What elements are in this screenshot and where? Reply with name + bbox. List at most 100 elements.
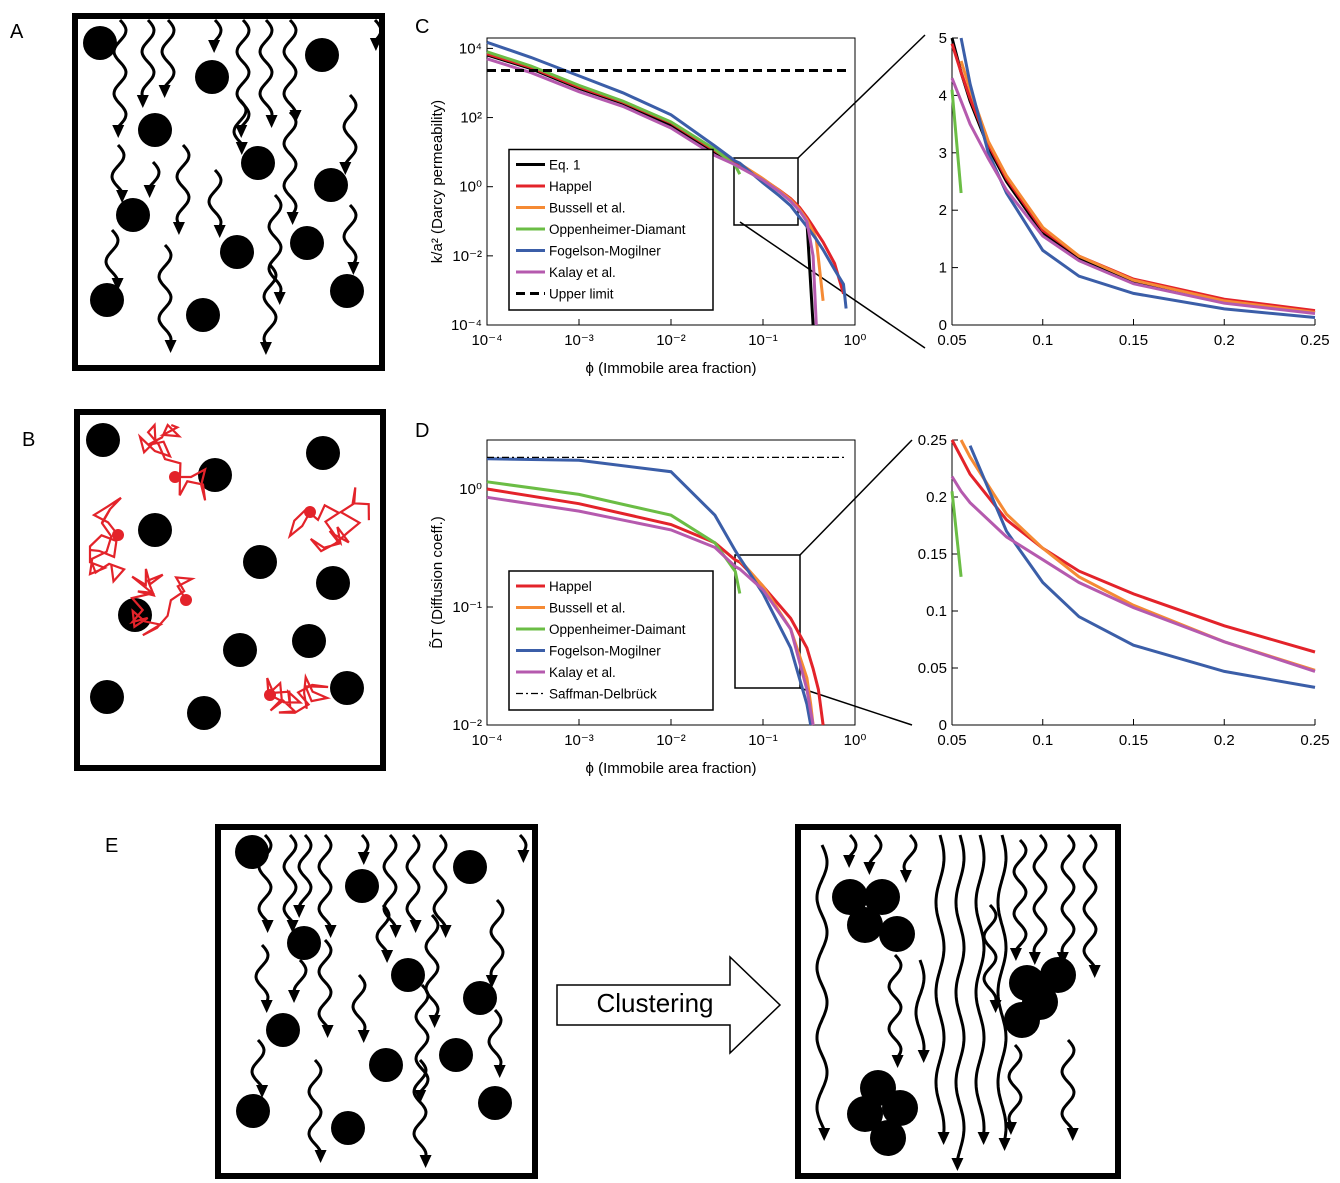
legend-label: Eq. 1 bbox=[549, 158, 581, 173]
panel-label: C bbox=[415, 16, 429, 38]
flow-line bbox=[902, 833, 918, 872]
flow-line bbox=[1007, 1043, 1023, 1124]
arrowhead bbox=[273, 292, 286, 305]
y-tick-label: 10⁰ bbox=[459, 481, 482, 498]
legend-label: Kalay et al. bbox=[549, 265, 616, 280]
obstacle bbox=[316, 566, 350, 600]
obstacle bbox=[369, 1048, 403, 1082]
arrowhead bbox=[235, 125, 248, 138]
flow-line bbox=[149, 160, 161, 187]
y-tick-label: 10⁴ bbox=[459, 40, 482, 57]
arrowhead bbox=[1009, 948, 1022, 961]
series-line bbox=[950, 89, 963, 194]
x-tick-label: 10⁻⁴ bbox=[471, 332, 502, 349]
arrowhead bbox=[314, 1150, 327, 1163]
x-tick-label: 0.1 bbox=[1032, 332, 1053, 349]
obstacle bbox=[314, 168, 348, 202]
flow-line bbox=[212, 18, 223, 44]
series-line bbox=[486, 40, 848, 309]
panel-label: A bbox=[10, 21, 24, 43]
obstacle bbox=[463, 981, 497, 1015]
arrowhead bbox=[288, 990, 301, 1003]
flow-line bbox=[1012, 838, 1028, 951]
arrowhead bbox=[389, 925, 402, 938]
x-tick-label: 10⁻¹ bbox=[748, 732, 778, 749]
flow-line bbox=[432, 833, 448, 928]
obstacle bbox=[266, 1013, 300, 1047]
flow-line bbox=[257, 833, 273, 923]
series-line bbox=[950, 475, 1316, 673]
arrowhead bbox=[164, 340, 177, 353]
arrowhead bbox=[339, 162, 352, 175]
y-tick-label: 10⁻² bbox=[452, 248, 482, 265]
obstacle bbox=[220, 235, 254, 269]
flow-line bbox=[110, 143, 126, 192]
legend-label: Oppenheimer-Diamant bbox=[549, 222, 686, 237]
flow-line bbox=[207, 168, 223, 227]
obstacle bbox=[847, 907, 883, 943]
obstacle bbox=[832, 879, 868, 915]
obstacle bbox=[391, 958, 425, 992]
obstacle bbox=[287, 926, 321, 960]
obstacle bbox=[236, 1094, 270, 1128]
arrowhead bbox=[1004, 1122, 1017, 1135]
obstacle bbox=[870, 1120, 906, 1156]
arrowhead bbox=[977, 1132, 990, 1145]
block-arrow bbox=[556, 955, 782, 1055]
y-axis-label: D̃T (Diffusion coeff.) bbox=[429, 516, 446, 649]
obstacle bbox=[186, 298, 220, 332]
flow-line bbox=[104, 228, 120, 281]
legend-label: Kalay et al. bbox=[549, 665, 616, 680]
obstacle bbox=[138, 513, 172, 547]
panel-frame bbox=[72, 13, 385, 371]
x-tick-label: 10⁰ bbox=[844, 732, 867, 749]
obstacle bbox=[1004, 1002, 1040, 1038]
series-line bbox=[486, 57, 818, 326]
flow-line bbox=[1060, 1038, 1076, 1131]
obstacle bbox=[116, 198, 150, 232]
obstacle bbox=[90, 680, 124, 714]
legend-label: Fogelson-Mogilner bbox=[549, 644, 661, 659]
flow-line bbox=[250, 1038, 266, 1087]
arrowhead bbox=[899, 870, 912, 883]
walker bbox=[264, 689, 276, 701]
arrowhead bbox=[112, 125, 125, 138]
series-line bbox=[950, 439, 1316, 654]
x-tick-label: 0.05 bbox=[937, 732, 966, 749]
obstacle bbox=[847, 1096, 883, 1132]
arrowhead bbox=[260, 1000, 273, 1013]
y-tick-label: 2 bbox=[939, 202, 947, 219]
x-tick-label: 10⁻³ bbox=[564, 332, 594, 349]
flow-line bbox=[847, 833, 858, 859]
random-walk bbox=[266, 673, 331, 714]
flow-line bbox=[175, 143, 191, 224]
panel-frame bbox=[795, 824, 1121, 1179]
x-tick-label: 0.1 bbox=[1032, 732, 1053, 749]
arrowhead bbox=[951, 1158, 964, 1171]
obstacle bbox=[478, 1086, 512, 1120]
x-tick-label: 10⁻² bbox=[656, 732, 686, 749]
axes-frame bbox=[486, 439, 856, 726]
flow-line bbox=[317, 833, 333, 928]
arrowhead bbox=[998, 1138, 1011, 1151]
arrowhead bbox=[1066, 1128, 1079, 1141]
flow-line bbox=[258, 18, 274, 117]
zoom-connector bbox=[799, 687, 913, 726]
obstacle bbox=[1040, 957, 1076, 993]
y-tick-label: 0 bbox=[939, 317, 947, 334]
panel-label: D bbox=[415, 420, 429, 442]
obstacle bbox=[453, 850, 487, 884]
legend-label: Upper limit bbox=[549, 287, 614, 302]
flow-line bbox=[282, 18, 298, 113]
arrowhead bbox=[324, 925, 337, 938]
series-line bbox=[738, 559, 815, 726]
flow-line bbox=[160, 18, 176, 87]
random-walk bbox=[287, 487, 370, 553]
flow-line bbox=[342, 93, 358, 164]
walker bbox=[169, 471, 181, 483]
flow-line bbox=[954, 834, 966, 1160]
panel-frame bbox=[74, 409, 386, 771]
obstacle bbox=[118, 598, 152, 632]
random-walk bbox=[88, 496, 126, 584]
arrowhead bbox=[414, 1090, 427, 1103]
